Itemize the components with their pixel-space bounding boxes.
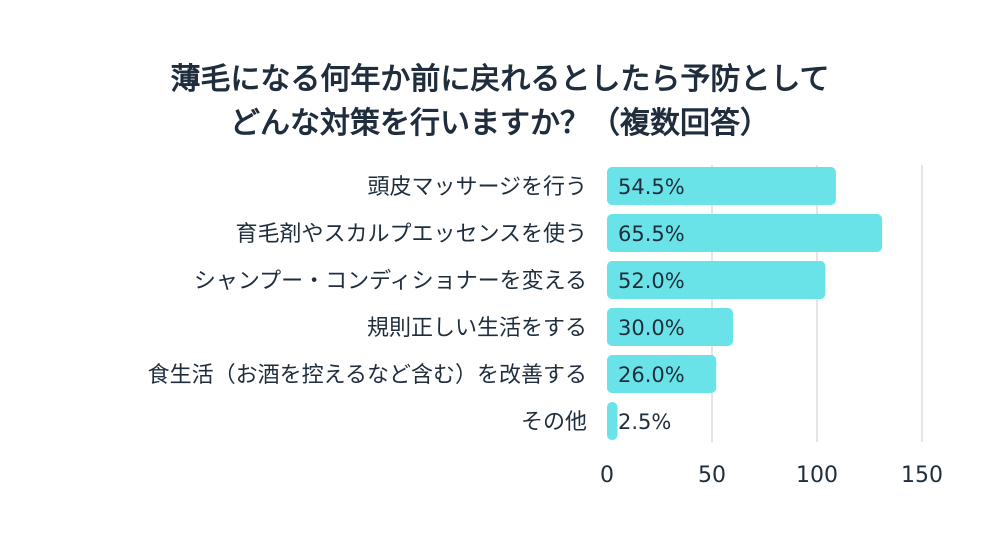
category-label-5: 食生活（お酒を控えるなど含む）を改善する xyxy=(148,363,587,388)
value-label-4: 30.0% xyxy=(618,316,685,340)
value-label-5: 26.0% xyxy=(618,363,685,387)
category-label-6: その他 xyxy=(521,410,587,435)
bar-3 xyxy=(607,261,826,299)
bar-5 xyxy=(607,355,717,393)
chart-title-line-1: 薄毛になる何年か前に戻れるとしたら予防として xyxy=(170,62,830,97)
value-label-3: 52.0% xyxy=(618,269,685,293)
x-tick-label-150: 150 xyxy=(901,463,943,488)
bar-1 xyxy=(607,167,836,205)
value-label-2: 65.5% xyxy=(618,222,685,246)
x-tick-label-100: 100 xyxy=(796,463,838,488)
value-label-6: 2.5% xyxy=(618,410,671,434)
chart-title-line-2: どんな対策を行いますか？（複数回答） xyxy=(230,106,770,141)
category-label-2: 育毛剤やスカルプエッセンスを使う xyxy=(235,222,587,247)
bar-2 xyxy=(607,214,883,252)
category-label-3: シャンプー・コンディショナーを変える xyxy=(194,269,587,294)
category-label-4: 規則正しい生活をする xyxy=(367,316,587,341)
chart-title: 薄毛になる何年か前に戻れるとしたら予防として どんな対策を行いますか？（複数回答… xyxy=(0,58,1000,146)
x-tick-label-0: 0 xyxy=(600,463,614,488)
bar-6 xyxy=(607,402,618,440)
x-tick-label-50: 50 xyxy=(698,463,726,488)
value-label-1: 54.5% xyxy=(618,175,685,199)
category-label-1: 頭皮マッサージを行う xyxy=(367,175,587,200)
bar-4 xyxy=(607,308,733,346)
